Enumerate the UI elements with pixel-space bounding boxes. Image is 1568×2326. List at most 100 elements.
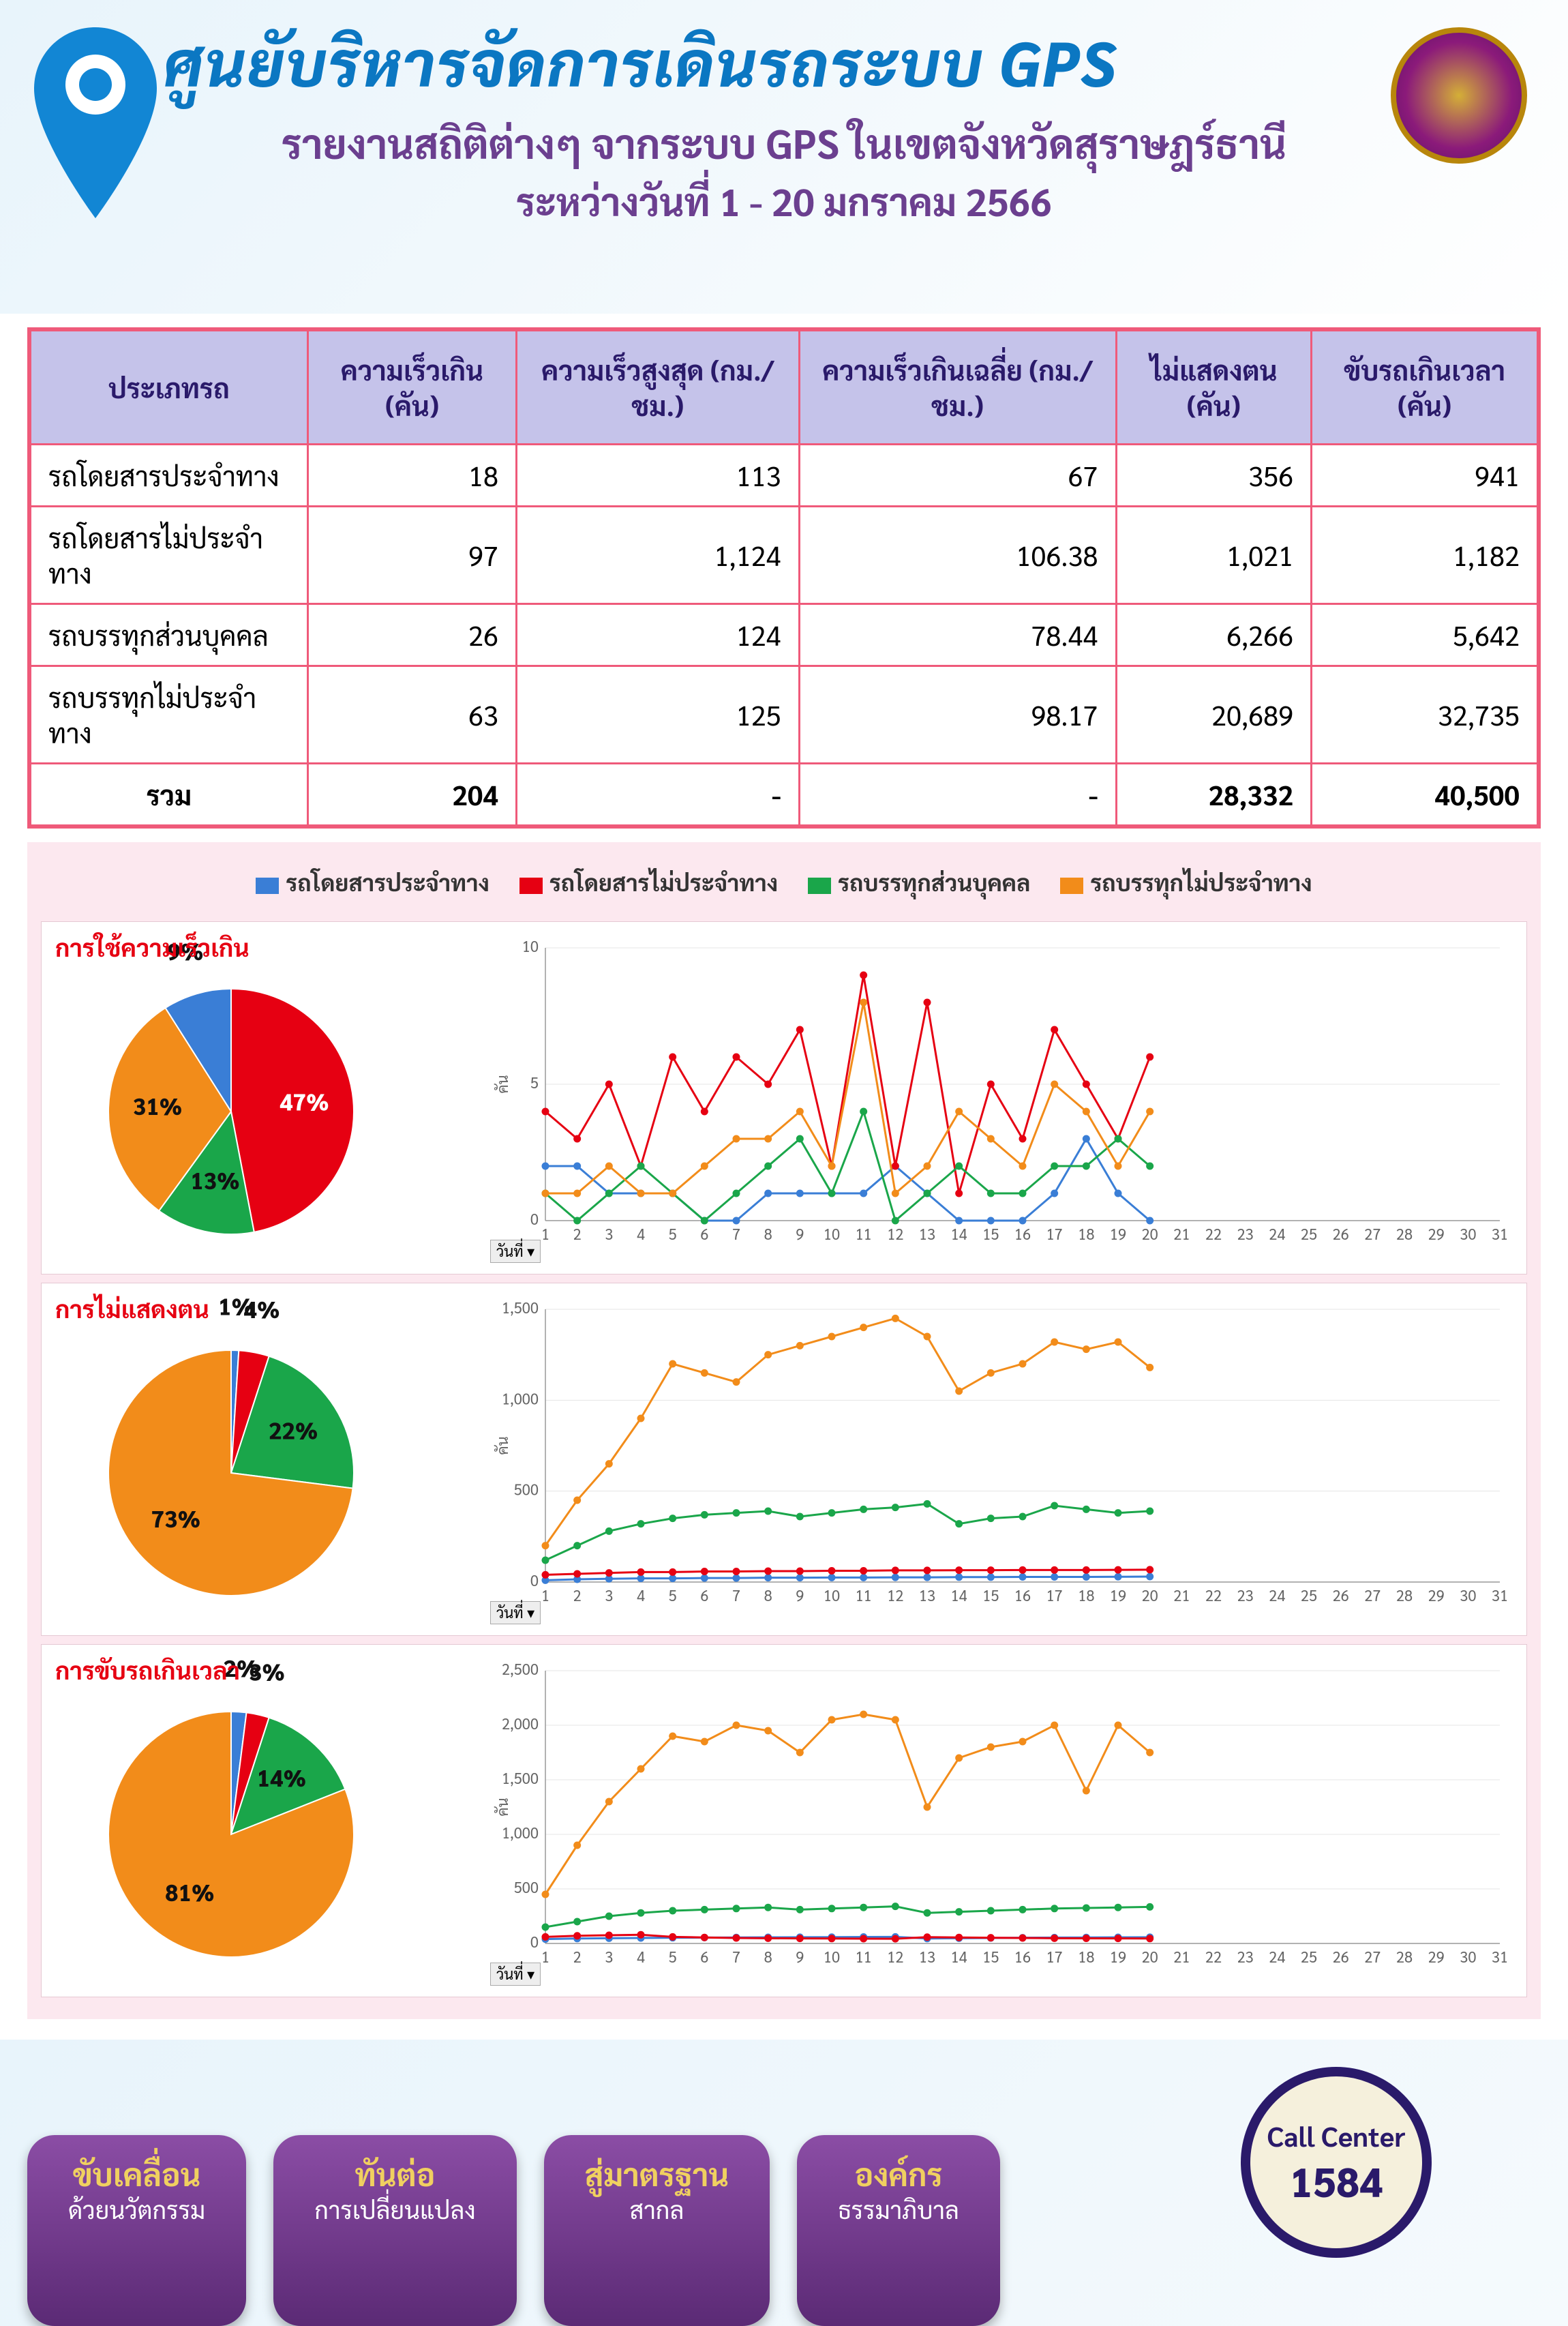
svg-text:4%: 4%	[243, 1296, 280, 1324]
svg-text:30: 30	[1460, 1586, 1476, 1605]
table-cell: 32,735	[1312, 666, 1539, 764]
table-total-row: รวม204--28,33240,500	[29, 764, 1539, 827]
svg-text:14: 14	[951, 1225, 967, 1244]
svg-text:22: 22	[1205, 1586, 1222, 1605]
svg-text:29: 29	[1428, 1225, 1445, 1244]
svg-text:14: 14	[951, 1586, 967, 1605]
table-header: ความเร็วเกิน (คัน)	[307, 329, 516, 445]
svg-text:0: 0	[530, 1210, 539, 1229]
svg-text:11: 11	[856, 1948, 872, 1967]
svg-text:4: 4	[637, 1225, 645, 1244]
line-chart: 0510123456789101112131415161718192021222…	[490, 934, 1514, 1262]
svg-text:19: 19	[1110, 1948, 1126, 1967]
svg-text:8: 8	[764, 1225, 772, 1244]
official-seal-icon	[1391, 27, 1527, 164]
svg-text:31: 31	[1492, 1948, 1508, 1967]
footer-button[interactable]: องค์กรธรรมาภิบาล	[797, 2135, 1000, 2326]
date-dropdown[interactable]: วันที่ ▾	[490, 1240, 541, 1263]
svg-text:0: 0	[530, 1933, 539, 1952]
pie-chart: 47%13%31%9%	[54, 934, 477, 1262]
panel-title: การใช้ความเร็วเกิน	[55, 931, 250, 963]
total-cell: 204	[307, 764, 516, 827]
svg-text:1: 1	[541, 1225, 549, 1244]
pie-chart: 1%4%22%73%	[54, 1296, 477, 1623]
svg-text:30: 30	[1460, 1225, 1476, 1244]
legend-item: รถโดยสารประจำทาง	[256, 867, 489, 897]
svg-text:3: 3	[605, 1225, 613, 1244]
svg-text:7: 7	[732, 1948, 740, 1967]
svg-text:3: 3	[605, 1948, 613, 1967]
stats-table: ประเภทรถความเร็วเกิน (คัน)ความเร็วสูงสุด…	[27, 327, 1541, 829]
svg-text:13%: 13%	[190, 1165, 239, 1195]
footer-button-sub: การเปลี่ยนแปลง	[314, 2194, 475, 2225]
svg-text:24: 24	[1269, 1948, 1285, 1967]
subtitle-1: รายงานสถิติต่างๆ จากระบบ GPS ในเขตจังหวั…	[41, 115, 1527, 168]
pie-chart: 2%3%14%81%	[54, 1657, 477, 1984]
svg-text:13: 13	[919, 1225, 935, 1244]
svg-text:18: 18	[1078, 1948, 1094, 1967]
legend-item: รถบรรทุกไม่ประจำทาง	[1060, 867, 1312, 897]
panel-title: การไม่แสดงตน	[55, 1293, 209, 1324]
svg-text:6: 6	[700, 1586, 708, 1605]
date-dropdown[interactable]: วันที่ ▾	[490, 1963, 541, 1986]
call-center-badge: Call Center 1584	[1241, 2067, 1432, 2258]
svg-text:0: 0	[530, 1571, 539, 1590]
table-header: ขับรถเกินเวลา (คัน)	[1312, 329, 1539, 445]
total-cell: -	[517, 764, 800, 827]
svg-text:6: 6	[700, 1225, 708, 1244]
svg-text:31: 31	[1492, 1586, 1508, 1605]
svg-text:22: 22	[1205, 1948, 1222, 1967]
table-cell: 1,021	[1116, 507, 1312, 604]
svg-text:16: 16	[1014, 1225, 1031, 1244]
svg-text:1,000: 1,000	[502, 1823, 539, 1843]
svg-text:28: 28	[1396, 1225, 1413, 1244]
footer-button[interactable]: ทันต่อการเปลี่ยนแปลง	[273, 2135, 516, 2326]
svg-text:4: 4	[637, 1948, 645, 1967]
svg-text:2: 2	[573, 1225, 582, 1244]
svg-text:17: 17	[1046, 1586, 1063, 1605]
svg-text:22%: 22%	[269, 1415, 318, 1445]
svg-text:8: 8	[764, 1948, 772, 1967]
svg-text:คัน: คัน	[493, 1436, 512, 1455]
table-cell: 67	[799, 445, 1116, 507]
total-cell: 40,500	[1312, 764, 1539, 827]
svg-text:10: 10	[824, 1948, 840, 1967]
svg-text:27: 27	[1364, 1225, 1381, 1244]
svg-text:2,500: 2,500	[502, 1660, 539, 1679]
table-cell: 98.17	[799, 666, 1116, 764]
svg-text:5: 5	[530, 1073, 539, 1092]
svg-text:12: 12	[887, 1586, 903, 1605]
svg-text:คัน: คัน	[493, 1075, 512, 1093]
svg-text:16: 16	[1014, 1586, 1031, 1605]
svg-text:15: 15	[982, 1586, 999, 1605]
date-dropdown[interactable]: วันที่ ▾	[490, 1601, 541, 1624]
svg-text:8: 8	[764, 1586, 772, 1605]
svg-text:29: 29	[1428, 1586, 1445, 1605]
svg-text:73%: 73%	[151, 1503, 200, 1533]
table-row: รถบรรทุกไม่ประจำทาง6312598.1720,68932,73…	[29, 666, 1539, 764]
footer-button[interactable]: สู่มาตรฐานสากล	[544, 2135, 770, 2326]
svg-text:10: 10	[522, 937, 539, 956]
svg-text:81%: 81%	[165, 1877, 214, 1907]
footer-button[interactable]: ขับเคลื่อนด้วยนวัตกรรม	[27, 2135, 246, 2326]
total-cell: 28,332	[1116, 764, 1312, 827]
chart-panel: การขับรถเกินเวลา2%3%14%81%05001,0001,500…	[41, 1644, 1527, 1997]
table-cell: 113	[517, 445, 800, 507]
svg-text:10: 10	[824, 1225, 840, 1244]
table-cell: รถบรรทุกไม่ประจำทาง	[29, 666, 307, 764]
svg-text:7: 7	[732, 1225, 740, 1244]
main-title: ศูนยับริหารจัดการเดินรถระบบ GPS	[164, 20, 1527, 102]
svg-text:1: 1	[541, 1948, 549, 1967]
svg-text:23: 23	[1237, 1225, 1254, 1244]
svg-text:14%: 14%	[257, 1762, 306, 1792]
table-cell: 63	[307, 666, 516, 764]
table-cell: 1,182	[1312, 507, 1539, 604]
svg-text:25: 25	[1301, 1586, 1317, 1605]
svg-text:4: 4	[637, 1586, 645, 1605]
table-cell: 106.38	[799, 507, 1116, 604]
table-cell: 125	[517, 666, 800, 764]
svg-text:11: 11	[856, 1225, 872, 1244]
svg-text:3: 3	[605, 1586, 613, 1605]
svg-text:28: 28	[1396, 1586, 1413, 1605]
footer-button-title: องค์กร	[838, 2153, 959, 2194]
